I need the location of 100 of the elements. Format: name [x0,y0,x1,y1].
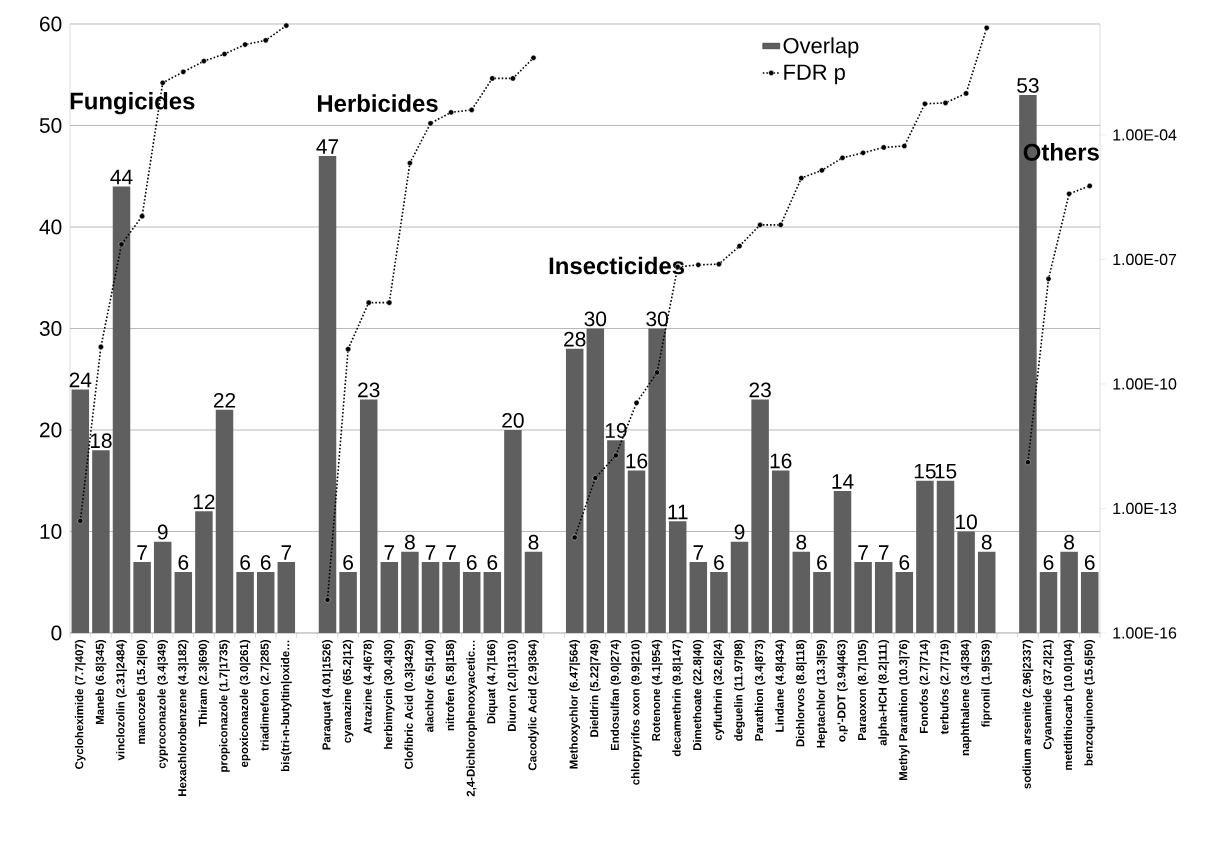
bar [977,551,996,633]
point [1086,183,1093,189]
x-tick-label: triadimefon (2.7|285) [260,640,272,751]
x-tick-label: Maneb (6.8|345) [95,640,107,725]
y-tick-label: 40 [39,219,62,235]
y2-tick-label: 1.00E-07 [1113,253,1177,266]
bar [215,409,234,633]
point [922,101,928,107]
y-tick-label: 50 [39,118,62,133]
bar [112,186,131,633]
data-label: 7 [693,545,704,560]
x-tick-label: deguelin (11.97|98) [734,640,745,741]
point [242,41,248,48]
x-tick-label: herbimycin (30.4|30) [383,640,395,749]
bar [462,572,481,633]
point [736,243,743,249]
point [77,518,84,524]
x-tick-label: o,p'-DDT (3.94|463) [837,640,848,742]
x-tick-label: epoxiconazole (3.0|261) [239,640,251,767]
data-label: 6 [466,555,477,570]
bar [442,561,460,633]
x-tick-label: cyfluthrin (32.6|24) [713,640,725,741]
data-label: 14 [832,474,854,489]
bar [174,572,193,633]
data-label: 7 [446,545,456,560]
x-tick-label: bis(tri-n-butyltin|oxide… [280,640,292,772]
data-label: 7 [137,545,147,560]
data-label: 44 [110,169,133,185]
x-tick-label: Diquat (4.7|166) [486,640,498,724]
x-tick-label: Cacodylic Acid (2.9|364) [528,640,539,771]
x-tick-label: fipronil (1.9|539) [981,640,993,728]
annotation: Fungicides [70,91,195,115]
data-label: 6 [178,555,189,570]
bar [133,561,151,633]
point [716,261,722,267]
bar [483,572,502,633]
x-tick-label: Atrazine (4.4|678) [363,640,375,734]
bar [380,561,399,633]
y2-tick-label: 1.00E-16 [1113,627,1177,639]
bar [1039,572,1058,633]
x-tick-label: Cycloheximide (7.7|407) [74,640,86,769]
data-label: 7 [858,545,868,560]
point [777,222,784,228]
x-tick-label: Paraquat (4.01|1526) [322,640,333,750]
point [1045,276,1052,282]
bar [874,561,893,633]
data-label: 47 [316,139,339,154]
point [324,597,331,603]
point [860,150,866,156]
y2-tick-label: 1.00E-13 [1113,502,1177,515]
data-label: 30 [584,311,607,327]
bar [710,572,728,633]
bar [92,450,110,633]
point [365,299,372,306]
annotation: Herbicides [317,94,438,112]
bar [359,399,378,633]
bar [668,521,687,633]
point [118,241,125,248]
bar [607,440,625,633]
point [407,160,413,166]
point [448,109,454,116]
bar [895,572,914,633]
x-tick-label: Heptachlor (13.3|59) [816,640,828,748]
y-tick-label: 10 [40,524,62,539]
x-tick-label: cyproconazole (3.4|349) [157,640,169,769]
point [695,262,702,268]
data-label: 6 [1043,555,1054,570]
data-label: 6 [714,555,724,570]
data-label: 16 [626,453,648,469]
x-tick-label: alpha-HCH (8.2|111) [878,640,890,746]
bar [730,541,749,633]
bar [153,541,172,633]
x-tick-label: Dichlorvos (8.8|118) [795,640,807,747]
bar [339,572,357,633]
data-label: 24 [69,372,92,388]
data-label: 18 [90,433,112,449]
legend-label: Overlap [783,37,859,58]
x-tick-label: cyanazine (65.2|12) [342,640,354,743]
point [633,400,640,406]
x-tick-label: Parathion (3.4|873) [754,640,766,741]
point [468,107,475,113]
bar [1060,551,1078,633]
point [983,25,990,31]
point [613,452,619,459]
point [159,80,166,86]
point [510,75,516,82]
data-label: 7 [281,545,292,560]
y-tick-label: 30 [39,321,62,336]
bar [421,561,440,633]
point [489,75,496,82]
point [221,51,228,57]
y-tick-label: 60 [40,16,62,32]
data-label: 22 [213,392,236,408]
data-label: 7 [878,545,889,560]
data-label: 6 [817,555,827,570]
point [345,346,351,352]
data-label: 6 [487,555,498,570]
point [427,120,434,127]
data-label: 15 [935,463,957,479]
data-label: 8 [796,534,807,550]
